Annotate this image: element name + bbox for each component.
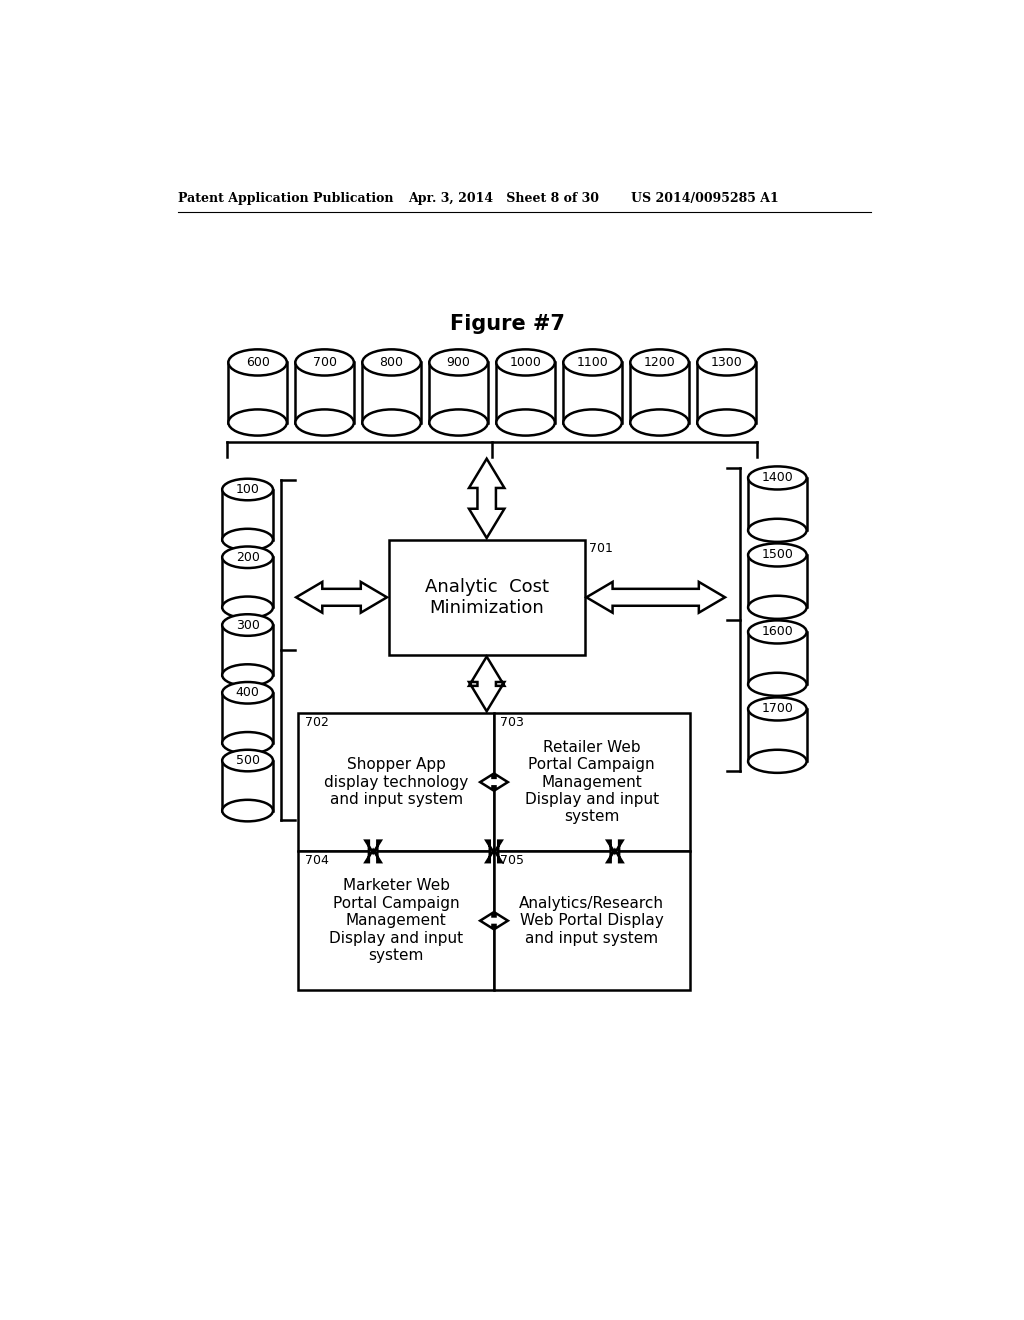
Text: Retailer Web
Portal Campaign
Management
Display and input
system: Retailer Web Portal Campaign Management … — [524, 739, 658, 825]
Text: 702: 702 — [304, 715, 329, 729]
Ellipse shape — [497, 409, 555, 436]
Polygon shape — [631, 363, 689, 422]
Ellipse shape — [749, 673, 807, 696]
Polygon shape — [366, 841, 381, 862]
Polygon shape — [298, 713, 494, 851]
Ellipse shape — [222, 733, 273, 754]
Text: Marketer Web
Portal Campaign
Management
Display and input
system: Marketer Web Portal Campaign Management … — [329, 878, 463, 964]
Ellipse shape — [749, 466, 807, 490]
Ellipse shape — [749, 595, 807, 619]
Ellipse shape — [222, 597, 273, 618]
Ellipse shape — [222, 682, 273, 704]
Text: 900: 900 — [446, 356, 470, 370]
Ellipse shape — [563, 350, 622, 376]
Ellipse shape — [749, 697, 807, 721]
Ellipse shape — [295, 350, 354, 376]
Text: 500: 500 — [236, 754, 260, 767]
Polygon shape — [429, 363, 487, 422]
Ellipse shape — [749, 544, 807, 566]
Text: 704: 704 — [304, 854, 329, 867]
Text: Figure #7: Figure #7 — [451, 314, 565, 334]
Ellipse shape — [429, 350, 487, 376]
Text: 600: 600 — [246, 356, 269, 370]
Polygon shape — [486, 841, 502, 862]
Ellipse shape — [362, 350, 421, 376]
Text: 701: 701 — [590, 543, 613, 556]
Ellipse shape — [749, 519, 807, 541]
Text: 400: 400 — [236, 686, 259, 700]
Polygon shape — [469, 459, 505, 539]
Text: 200: 200 — [236, 550, 259, 564]
Ellipse shape — [749, 750, 807, 774]
Text: 705: 705 — [500, 854, 524, 867]
Text: 1200: 1200 — [644, 356, 676, 370]
Ellipse shape — [222, 546, 273, 568]
Ellipse shape — [697, 409, 756, 436]
Ellipse shape — [222, 479, 273, 500]
Polygon shape — [749, 632, 807, 684]
Ellipse shape — [429, 409, 487, 436]
Polygon shape — [563, 363, 622, 422]
Polygon shape — [362, 363, 421, 422]
Polygon shape — [497, 363, 555, 422]
Ellipse shape — [295, 409, 354, 436]
Ellipse shape — [222, 750, 273, 771]
Ellipse shape — [497, 350, 555, 376]
Text: Patent Application Publication: Patent Application Publication — [178, 191, 394, 205]
Text: 703: 703 — [500, 715, 524, 729]
Text: Analytic  Cost
Minimization: Analytic Cost Minimization — [425, 578, 549, 616]
Ellipse shape — [222, 614, 273, 636]
Polygon shape — [388, 540, 585, 655]
Ellipse shape — [228, 409, 287, 436]
Polygon shape — [494, 851, 689, 990]
Polygon shape — [222, 693, 273, 743]
Text: 100: 100 — [236, 483, 259, 496]
Ellipse shape — [631, 409, 689, 436]
Ellipse shape — [222, 529, 273, 550]
Polygon shape — [222, 557, 273, 607]
Text: Apr. 3, 2014   Sheet 8 of 30: Apr. 3, 2014 Sheet 8 of 30 — [408, 191, 599, 205]
Polygon shape — [222, 760, 273, 810]
Ellipse shape — [222, 800, 273, 821]
Text: 1100: 1100 — [577, 356, 608, 370]
Text: 1700: 1700 — [762, 702, 794, 715]
Polygon shape — [298, 851, 494, 990]
Polygon shape — [607, 841, 623, 862]
Text: 1000: 1000 — [510, 356, 542, 370]
Text: 700: 700 — [312, 356, 337, 370]
Polygon shape — [222, 490, 273, 540]
Text: 300: 300 — [236, 619, 259, 631]
Polygon shape — [480, 775, 508, 789]
Polygon shape — [587, 582, 725, 612]
Text: Analytics/Research
Web Portal Display
and input system: Analytics/Research Web Portal Display an… — [519, 896, 665, 945]
Ellipse shape — [563, 409, 622, 436]
Polygon shape — [749, 709, 807, 762]
Text: Shopper App
display technology
and input system: Shopper App display technology and input… — [324, 758, 468, 807]
Polygon shape — [697, 363, 756, 422]
Ellipse shape — [362, 409, 421, 436]
Polygon shape — [469, 656, 505, 711]
Polygon shape — [749, 478, 807, 531]
Text: 1600: 1600 — [762, 626, 794, 639]
Polygon shape — [749, 554, 807, 607]
Text: US 2014/0095285 A1: US 2014/0095285 A1 — [631, 191, 779, 205]
Ellipse shape — [697, 350, 756, 376]
Text: 1300: 1300 — [711, 356, 742, 370]
Polygon shape — [296, 582, 387, 612]
Polygon shape — [228, 363, 287, 422]
Ellipse shape — [228, 350, 287, 376]
Ellipse shape — [222, 664, 273, 686]
Polygon shape — [222, 626, 273, 675]
Text: 800: 800 — [380, 356, 403, 370]
Ellipse shape — [631, 350, 689, 376]
Text: 1400: 1400 — [762, 471, 794, 484]
Polygon shape — [494, 713, 689, 851]
Ellipse shape — [749, 620, 807, 644]
Polygon shape — [295, 363, 354, 422]
Text: 1500: 1500 — [762, 548, 794, 561]
Polygon shape — [480, 913, 508, 928]
